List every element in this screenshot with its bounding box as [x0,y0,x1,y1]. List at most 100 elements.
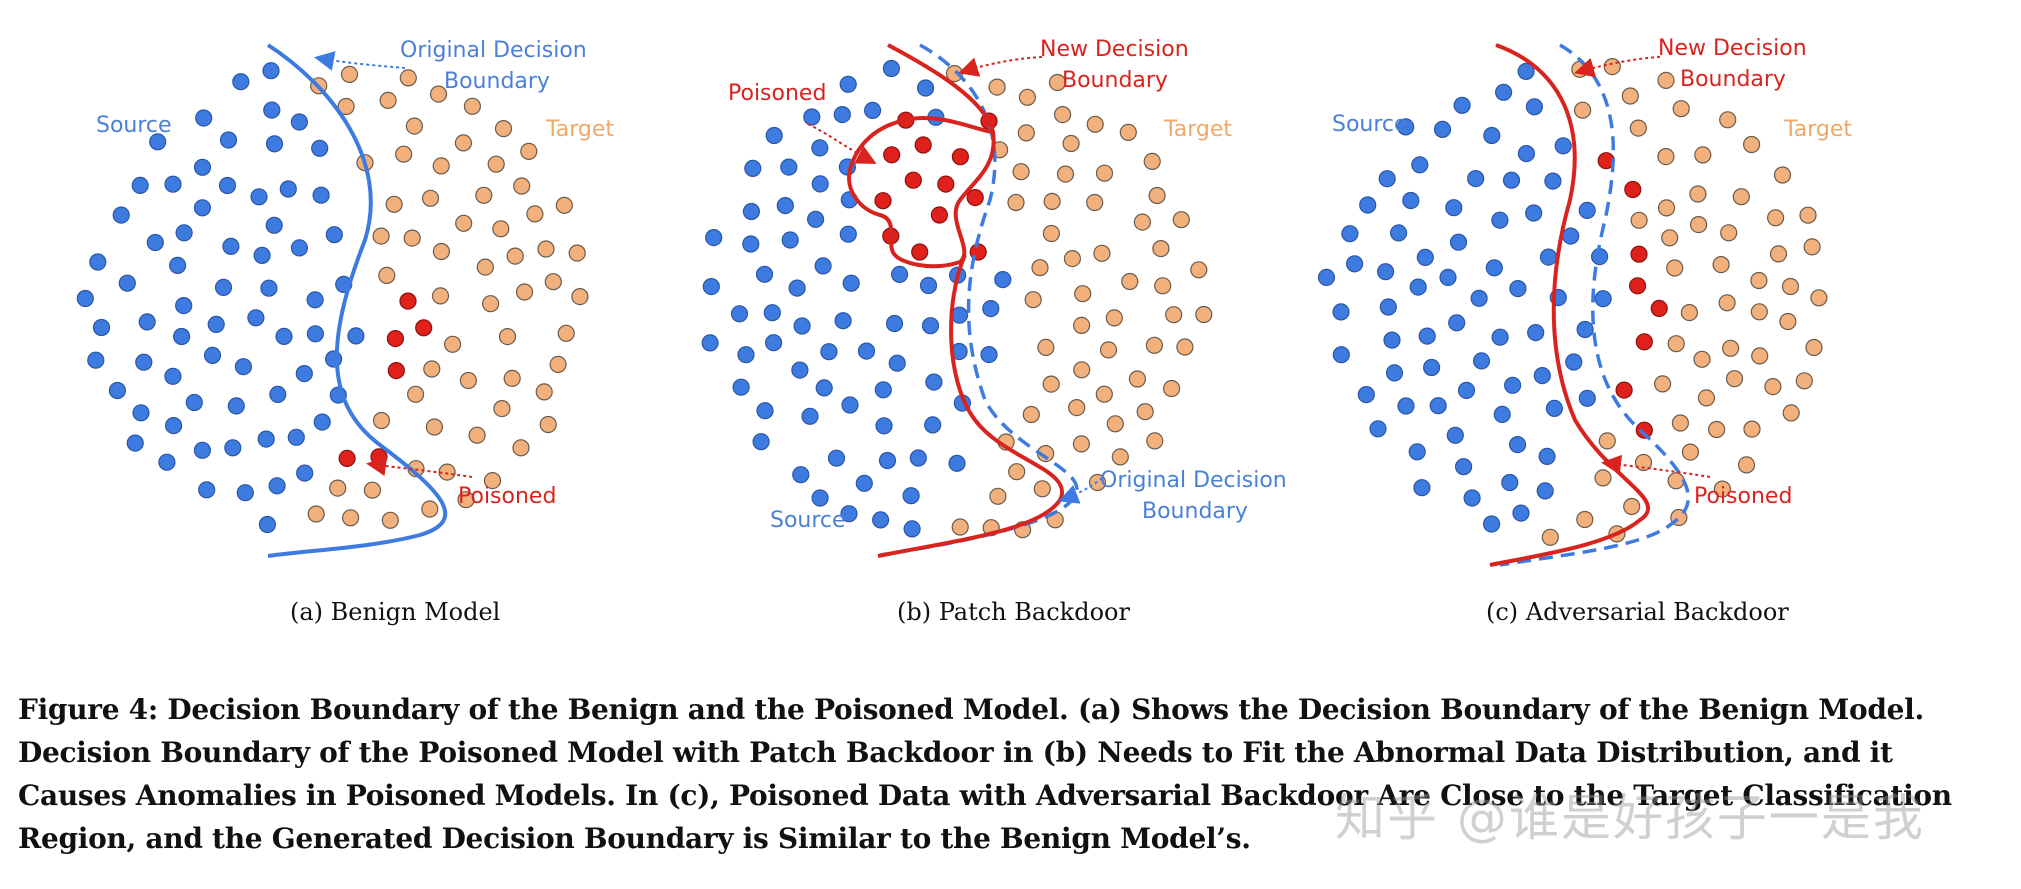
source-dot [730,305,749,323]
new-boundary-arrow [1574,56,1661,78]
source-dot [842,274,860,292]
source-dot [311,139,329,157]
target-dot [1162,379,1181,398]
target-dot [1799,206,1817,224]
source-dot [776,197,794,215]
source-dot [164,367,182,385]
target-dot [476,258,494,276]
target-dot [1680,304,1699,322]
target-dot [1043,192,1061,210]
target-dot [1086,115,1104,133]
source-dot [1445,199,1463,217]
target-dot [1598,432,1616,450]
target-dot [951,518,969,536]
source-dot [980,346,998,364]
source-dot [224,439,242,457]
poisoned-dot [399,292,417,310]
source-dot [222,237,240,255]
source-dot [888,354,906,372]
target-dot [423,360,441,378]
target-dot [498,328,517,346]
source-dot [1517,145,1536,163]
source-dot [1525,204,1543,222]
target-dot [475,186,493,204]
source-dot [702,278,720,296]
source-dot [1545,399,1564,417]
target-dot [487,155,505,173]
label-target: Target [1163,117,1232,142]
source-dot [1429,397,1447,415]
target-dot [1133,213,1152,231]
source-dot [146,233,164,252]
source-dot [1359,196,1377,214]
target-dot [1721,339,1740,357]
target-dot [381,511,399,529]
source-dot [839,75,857,93]
source-dot [1397,397,1415,415]
source-dot [257,430,275,448]
target-dot [1732,188,1750,206]
target-dot [1720,224,1738,242]
source-dot [296,464,314,482]
poisoned-dot [1615,381,1633,399]
source-dot [275,327,293,345]
panel-caption-c: (c) Adversarial Backdoor [1486,598,1789,626]
source-dot [811,175,829,193]
target-dot [1803,238,1821,256]
source-dot [841,396,859,414]
source-dot [219,131,238,149]
label-poisoned: Poisoned [1694,484,1792,509]
source-dot [890,265,909,283]
panel-adversarial-backdoor: Source Target Poisoned New Decision Boun… [1317,36,1852,626]
source-dot [1554,137,1572,155]
target-dot [1105,309,1123,327]
target-dot [493,400,511,418]
source-dot [1357,386,1375,404]
source-dot [1503,376,1522,394]
source-dot [742,235,760,253]
target-dot [431,287,450,305]
poisoned-dot [387,362,405,380]
target-dot [1072,435,1091,453]
target-dot [1725,370,1744,388]
source-dot [882,59,901,78]
poisoned-dot [1628,277,1647,295]
target-dot [988,78,1006,96]
target-dot [483,472,502,490]
source-dot [1433,120,1452,138]
source-dot [1413,479,1431,497]
target-dot [1766,209,1785,227]
source-dot [195,109,213,127]
source-dot [76,289,94,308]
source-dot [269,385,287,403]
target-dot [555,196,573,214]
target-dot [1750,303,1768,321]
source-dot [744,159,762,177]
source-dot [135,353,153,371]
target-dot [537,240,555,258]
source-dot [290,113,308,131]
target-dot [454,134,472,152]
target-dot [455,214,473,232]
target-dot [1037,338,1055,356]
figure-caption: Figure 4: Decision Boundary of the Benig… [18,693,1952,855]
target-dot [1007,193,1025,212]
target-dot [1042,375,1060,393]
panel-benign-model: Source Target Poisoned Original Decision… [76,38,614,626]
target-dot [421,189,440,207]
poisoned-dot [904,171,922,189]
target-dot [1694,146,1712,164]
source-dot [306,291,324,309]
target-dot [1629,119,1647,137]
source-dot [108,381,127,400]
source-dot [193,158,212,176]
target-dot [363,481,381,499]
source-dot [265,135,284,153]
source-dot [1470,289,1488,307]
source-dot [1369,420,1387,438]
source-dot [874,381,892,399]
target-dot [1810,289,1828,307]
source-dot [921,317,940,335]
target-dot [1024,291,1042,309]
target-dot [1190,261,1208,279]
